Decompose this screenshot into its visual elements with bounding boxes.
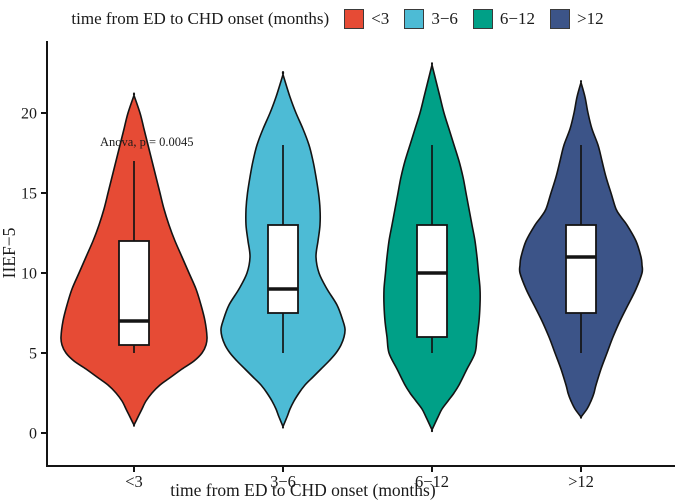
axes-layer: 0 5 10 15 20 <3 3−6 6−12 >12: [21, 41, 675, 491]
box-4: [565, 224, 597, 314]
legend-label-gt12: >12: [577, 9, 604, 28]
legend-title: time from ED to CHD onset (months): [71, 9, 330, 28]
legend-swatch-3-6: [404, 9, 425, 29]
legend-swatch-6-12: [472, 9, 493, 29]
box-3: [416, 224, 448, 338]
legend-swatch-lt3: [344, 9, 365, 29]
y-tick-label: 20: [21, 106, 37, 123]
x-tick-label: 6−12: [415, 472, 449, 491]
y-tick-label: 5: [29, 346, 37, 363]
x-tick-label: <3: [125, 472, 143, 491]
legend-item-3-6: 3−6: [404, 9, 458, 29]
x-tick-label: 3−6: [270, 472, 296, 491]
box-1: [118, 240, 150, 346]
legend-label-3-6: 3−6: [431, 9, 458, 28]
x-axis-title: time from ED to CHD onset (months): [170, 480, 436, 500]
anova-annotation: Anova, p = 0.0045: [100, 135, 194, 149]
y-tick-label: 0: [29, 426, 37, 443]
x-tick-label: >12: [568, 472, 594, 491]
y-axis-title: IIEF−5: [0, 227, 19, 278]
legend: time from ED to CHD onset (months) <3 3−…: [0, 3, 675, 35]
legend-item-gt12: >12: [550, 9, 604, 29]
legend-item-lt3: <3: [344, 9, 389, 29]
y-tick-label: 10: [21, 266, 37, 283]
legend-swatch-gt12: [550, 9, 570, 29]
box-2: [267, 224, 299, 314]
legend-item-6-12: 6−12: [472, 9, 535, 29]
legend-label-lt3: <3: [371, 9, 390, 28]
y-tick-label: 15: [21, 186, 37, 203]
legend-label-6-12: 6−12: [499, 9, 535, 28]
violins-layer: [60, 62, 644, 433]
